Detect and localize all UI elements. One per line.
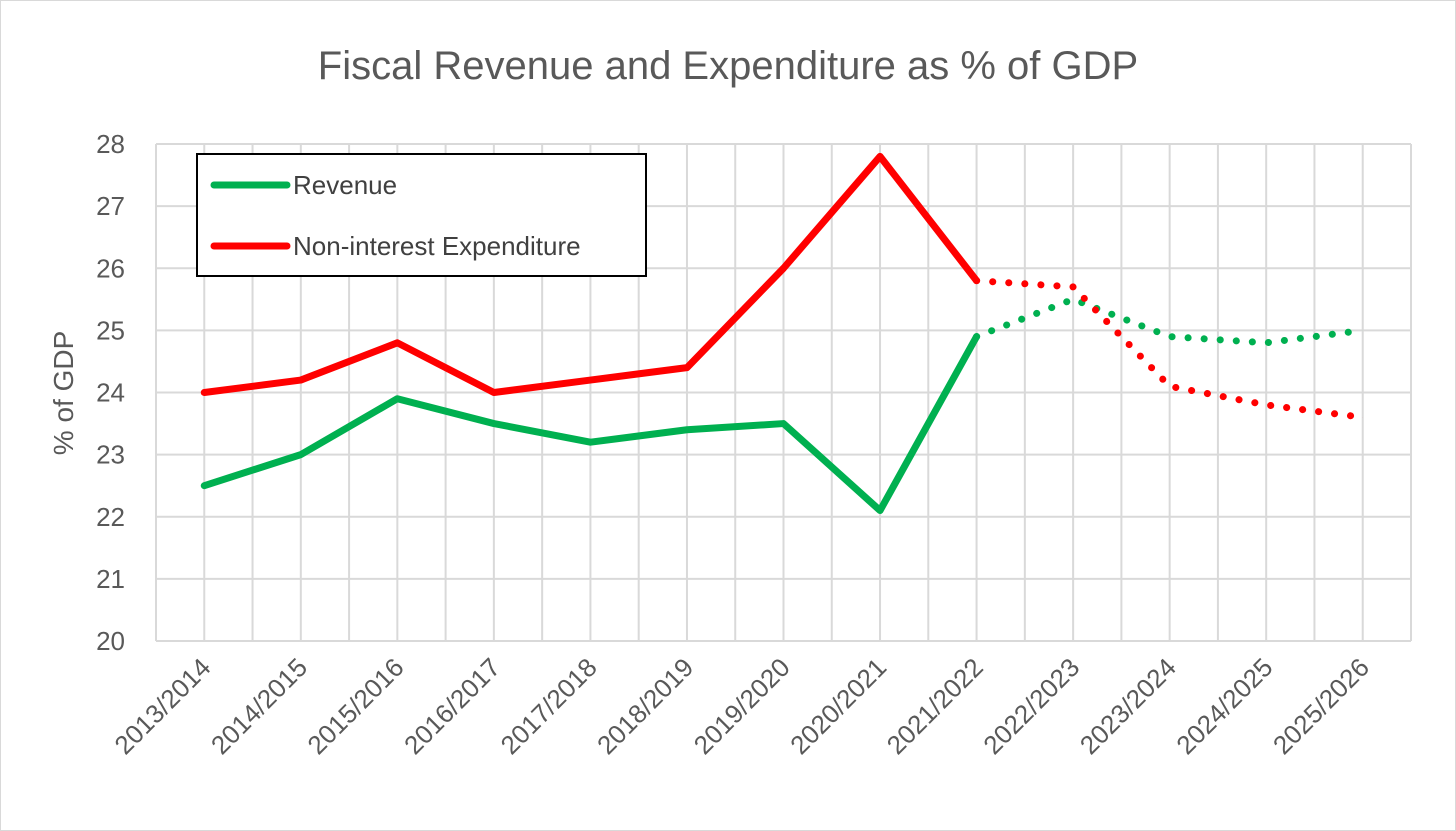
x-tick-label: 2024/2025: [1170, 652, 1278, 760]
legend-box: [196, 153, 647, 277]
series-revenue: [200, 295, 1367, 515]
x-tick-label: 2025/2026: [1267, 652, 1375, 760]
x-tick-label: 2020/2021: [784, 652, 892, 760]
x-tick-label: 2015/2016: [301, 652, 409, 760]
y-tick-label: 20: [96, 626, 125, 656]
x-tick-label: 2023/2024: [1074, 652, 1182, 760]
y-tick-label: 24: [96, 378, 125, 408]
series-line-projection: [973, 277, 1367, 421]
x-tick-label: 2014/2015: [205, 652, 313, 760]
y-tick-label: 21: [96, 564, 125, 594]
x-tick-label: 2021/2022: [881, 652, 989, 760]
y-axis-ticks: 20 21 22 23 24 25 26 27 28: [96, 129, 125, 656]
x-axis-ticks: 2013/20142014/20152015/20162016/20172017…: [108, 652, 1375, 760]
series: [200, 152, 1367, 515]
y-tick-label: 26: [96, 253, 125, 283]
y-tick-label: 22: [96, 502, 125, 532]
x-tick-label: 2018/2019: [591, 652, 699, 760]
y-tick-label: 23: [96, 440, 125, 470]
y-tick-label: 25: [96, 315, 125, 345]
series-non-interest-expenditure: [200, 152, 1367, 421]
legend-label: Non-interest Expenditure: [293, 231, 581, 261]
legend: Revenue Non-interest Expenditure: [196, 153, 647, 277]
y-tick-label: 27: [96, 191, 125, 221]
x-tick-label: 2013/2014: [108, 652, 216, 760]
x-tick-label: 2017/2018: [495, 652, 603, 760]
y-axis-title: % of GDP: [48, 331, 79, 455]
legend-label: Revenue: [293, 170, 397, 200]
x-tick-label: 2019/2020: [688, 652, 796, 760]
x-tick-label: 2022/2023: [977, 652, 1085, 760]
chart-title: Fiscal Revenue and Expenditure as % of G…: [318, 44, 1138, 88]
x-tick-label: 2016/2017: [398, 652, 506, 760]
y-tick-label: 28: [96, 129, 125, 159]
